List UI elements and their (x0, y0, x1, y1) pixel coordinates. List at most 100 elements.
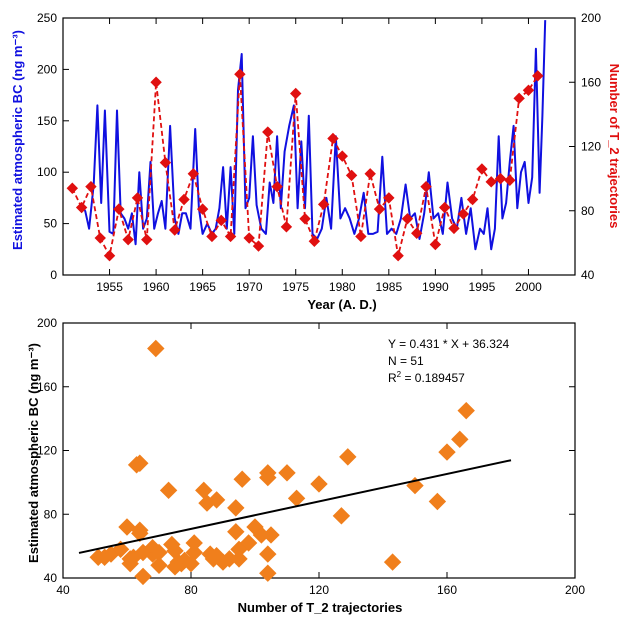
scatter-point (131, 454, 149, 472)
trajectory-point (131, 192, 144, 204)
scatter-point (239, 534, 258, 552)
trajectory-point (308, 235, 321, 247)
scatter-point (230, 550, 248, 568)
scatter-point (383, 553, 402, 571)
trajectory-point (457, 208, 469, 220)
trajectory-point (401, 213, 414, 225)
bottom-x-axis-label: Number of T_2 trajectories (238, 600, 403, 615)
scatter-point (332, 507, 351, 525)
trajectory-point (252, 240, 265, 252)
bottom-x-tick-label: 80 (184, 583, 198, 597)
bottom-y-axis-label: Estimated atmospheric BC (ng m⁻³) (26, 343, 41, 563)
top-x-tick-label: 1970 (236, 280, 263, 294)
trajectory-point (345, 169, 358, 182)
top-y2-tick-label: 200 (581, 11, 601, 25)
scatter-point (195, 481, 213, 500)
top-y-tick-label: 200 (37, 62, 57, 76)
trajectory-point (75, 201, 88, 214)
top-y-tick-label: 150 (37, 114, 57, 128)
scatter-point (159, 481, 178, 500)
scatter-point (262, 526, 280, 544)
top-x-tick-label: 1975 (282, 280, 309, 294)
scatter-point (150, 543, 168, 562)
trajectory-point (141, 233, 153, 246)
trajectory-point (299, 213, 311, 225)
top-x-tick-label: 1960 (143, 280, 170, 294)
scatter-points (89, 339, 475, 586)
trajectory-point (420, 180, 432, 193)
scatter-point (457, 401, 475, 420)
trajectory-point (206, 230, 218, 243)
bottom-y-tick-label: 120 (37, 444, 57, 458)
trajectory-point (234, 68, 246, 80)
scatter-point (278, 464, 296, 482)
trajectory-point (169, 224, 181, 236)
sample-size: N = 51 (388, 354, 424, 368)
top-y-tick-label: 250 (37, 11, 57, 25)
bottom-x-tick-label: 40 (56, 583, 70, 597)
top-axes: 1955 1960 1965 1970 1975 1980 1985 1990 1995 2000… (37, 11, 601, 294)
time-series-panel: 1955 1960 1965 1970 1975 1980 1985 1990 1995 2000… (10, 11, 622, 312)
trajectory-point (150, 76, 162, 88)
scatter-point (451, 430, 469, 449)
trajectory-point (271, 180, 283, 193)
top-left-axis-label: Estimated atmospheric BC (ng m⁻³) (10, 30, 25, 250)
trajectory-point (438, 201, 451, 214)
scatter-point (207, 491, 226, 509)
bottom-y-tick-label: 160 (37, 380, 57, 394)
trajectory-point (113, 203, 125, 215)
trajectory-point (159, 156, 172, 169)
trajectory-point (290, 87, 302, 100)
trajectory-point (392, 250, 404, 262)
scatter-point (428, 492, 447, 511)
trajectory-point (215, 214, 227, 227)
scatter-point (259, 564, 277, 582)
regression-equation: Y = 0.431 * X + 36.324 (388, 337, 510, 351)
scatter-point (227, 523, 245, 541)
trajectory-point (485, 176, 497, 188)
trajectory-point (196, 203, 209, 215)
top-y2-tick-label: 160 (581, 75, 601, 89)
bottom-x-tick-label: 160 (437, 583, 457, 597)
bc-series (80, 20, 547, 251)
trajectory-point (262, 126, 274, 138)
top-y2-tick-label: 40 (581, 268, 595, 282)
bc-line (80, 20, 547, 251)
top-x-tick-label: 1990 (422, 280, 449, 294)
trajectory-point (355, 230, 367, 243)
trajectory-point (476, 163, 488, 175)
bottom-y-tick-label: 200 (37, 316, 57, 330)
trajectory-point (513, 92, 525, 105)
trajectory-point (103, 250, 116, 262)
trajectory-point (178, 193, 190, 206)
trajectory-point (317, 198, 330, 211)
top-y-tick-label: 100 (37, 165, 57, 179)
trajectory-point (280, 221, 293, 233)
trajectory-point (448, 222, 460, 235)
bottom-y-tick-label: 40 (44, 571, 58, 585)
scatter-point (259, 545, 277, 563)
trajectory-point (532, 70, 544, 82)
top-y2-tick-label: 120 (581, 140, 601, 154)
trajectory-point (66, 182, 79, 194)
trajectory-point (122, 233, 134, 246)
r-squared: R2 = 0.189457 (388, 370, 465, 385)
trajectory-point (383, 192, 395, 204)
bottom-x-tick-label: 120 (309, 583, 329, 597)
top-x-tick-label: 2000 (515, 280, 542, 294)
scatter-point (150, 556, 168, 574)
trajectory-point (224, 230, 237, 243)
trajectory-point (494, 172, 507, 185)
trajectory-point (187, 168, 200, 180)
trajectory-point (85, 180, 97, 193)
top-x-tick-label: 1955 (96, 280, 123, 294)
bottom-axes: 40 80 120 160 200 40 80 120 160 200 (37, 316, 585, 597)
scatter-point (339, 448, 357, 466)
trajectory-point (327, 132, 339, 145)
scatter-point (259, 468, 277, 487)
top-x-axis-label: Year (A. D.) (307, 297, 376, 312)
trajectory-point (504, 174, 516, 186)
top-x-tick-label: 1980 (329, 280, 356, 294)
scatter-point (227, 499, 245, 517)
top-y-tick-label: 50 (44, 217, 58, 231)
